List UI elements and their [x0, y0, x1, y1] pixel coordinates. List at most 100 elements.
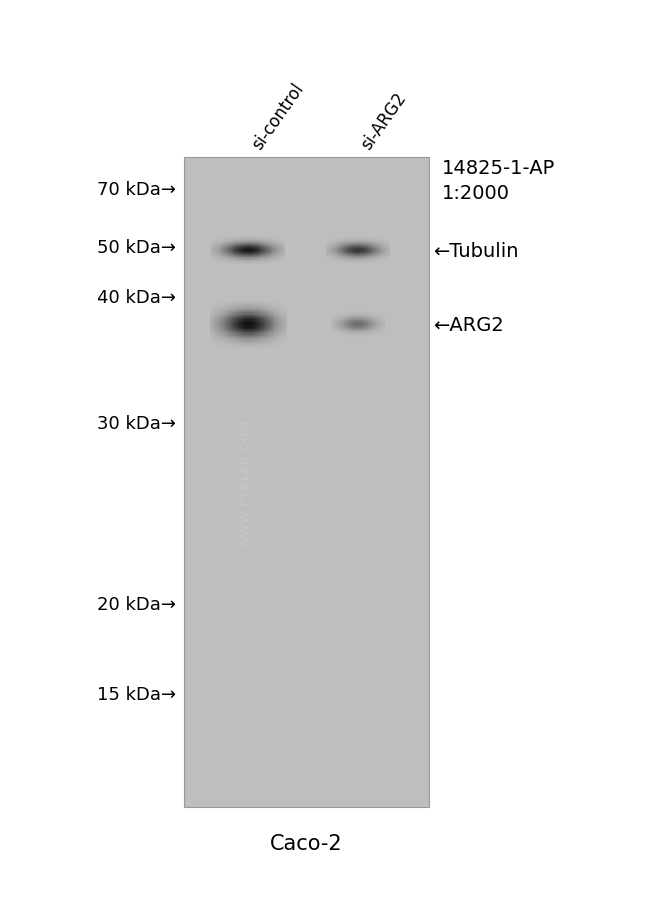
- Bar: [234, 326, 235, 327]
- Bar: [240, 304, 241, 305]
- Bar: [228, 330, 229, 332]
- Bar: [283, 333, 284, 334]
- Bar: [249, 305, 250, 306]
- Bar: [266, 320, 267, 321]
- Bar: [250, 336, 252, 337]
- Bar: [248, 318, 250, 320]
- Bar: [256, 344, 257, 345]
- Bar: [255, 339, 256, 340]
- Bar: [254, 318, 255, 320]
- Bar: [245, 302, 246, 304]
- Bar: [285, 310, 286, 312]
- Bar: [265, 337, 266, 339]
- Bar: [263, 318, 264, 319]
- Bar: [255, 343, 256, 344]
- Bar: [255, 332, 256, 333]
- Bar: [273, 325, 275, 326]
- Bar: [258, 343, 259, 344]
- Bar: [271, 325, 272, 326]
- Bar: [241, 301, 242, 302]
- Bar: [242, 333, 243, 334]
- Bar: [243, 339, 244, 340]
- Bar: [279, 336, 280, 337]
- Bar: [217, 339, 218, 340]
- Bar: [228, 345, 229, 347]
- Bar: [236, 308, 237, 309]
- Bar: [223, 336, 224, 337]
- Bar: [242, 339, 243, 340]
- Bar: [223, 302, 224, 304]
- Bar: [233, 333, 234, 334]
- Bar: [257, 324, 258, 325]
- Bar: [265, 306, 266, 307]
- Bar: [223, 306, 224, 307]
- Bar: [244, 322, 246, 324]
- Bar: [252, 314, 253, 316]
- Bar: [237, 345, 238, 347]
- Bar: [286, 330, 287, 332]
- Bar: [234, 322, 235, 324]
- Bar: [269, 345, 270, 347]
- Bar: [258, 329, 259, 331]
- Bar: [224, 336, 225, 337]
- Bar: [215, 324, 217, 325]
- Bar: [243, 301, 244, 302]
- Bar: [254, 318, 255, 319]
- Bar: [256, 341, 257, 343]
- Bar: [258, 345, 259, 347]
- Bar: [257, 327, 258, 328]
- Bar: [254, 337, 255, 339]
- Bar: [255, 347, 256, 348]
- Bar: [255, 302, 256, 304]
- Bar: [210, 328, 212, 329]
- Bar: [243, 329, 244, 331]
- Bar: [243, 345, 244, 347]
- Bar: [223, 320, 224, 321]
- Bar: [260, 321, 261, 322]
- Bar: [252, 339, 253, 340]
- Bar: [218, 345, 219, 347]
- Bar: [222, 304, 223, 305]
- Bar: [248, 309, 250, 310]
- Bar: [221, 345, 222, 347]
- Bar: [236, 307, 237, 308]
- Bar: [259, 334, 260, 336]
- Bar: [245, 313, 246, 314]
- Bar: [265, 310, 266, 312]
- Bar: [244, 345, 246, 347]
- Bar: [263, 328, 264, 329]
- Bar: [240, 324, 241, 325]
- Bar: [235, 330, 236, 332]
- Bar: [226, 318, 227, 320]
- Bar: [275, 325, 276, 326]
- Bar: [238, 304, 239, 305]
- Bar: [246, 310, 248, 312]
- Bar: [224, 313, 225, 314]
- Bar: [240, 326, 241, 327]
- Bar: [230, 329, 231, 331]
- Bar: [222, 347, 223, 348]
- Bar: [239, 334, 240, 336]
- Bar: [235, 332, 236, 333]
- Bar: [253, 329, 254, 331]
- Bar: [279, 306, 280, 307]
- Bar: [265, 322, 266, 324]
- Bar: [225, 324, 226, 325]
- Bar: [240, 325, 241, 326]
- Bar: [285, 332, 286, 333]
- Bar: [225, 343, 226, 344]
- Bar: [261, 304, 262, 305]
- Bar: [241, 306, 242, 307]
- Bar: [245, 328, 246, 329]
- Bar: [227, 312, 228, 313]
- Bar: [273, 308, 275, 309]
- Bar: [284, 325, 285, 326]
- Bar: [221, 347, 222, 348]
- Bar: [271, 307, 272, 308]
- Bar: [286, 332, 287, 333]
- Bar: [238, 318, 239, 319]
- Bar: [249, 324, 250, 325]
- Bar: [212, 306, 213, 307]
- Bar: [275, 320, 276, 321]
- Bar: [281, 314, 283, 316]
